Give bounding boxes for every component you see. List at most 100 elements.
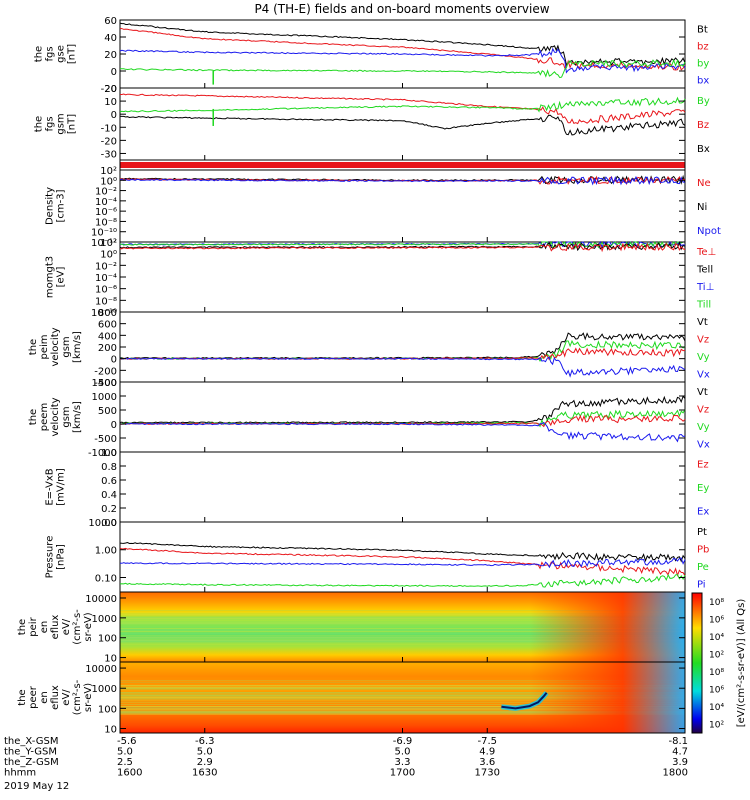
panel-pressure: 10.00 1.00 0.10 Pressure[nPa] Pt Pb Pe Pi (45, 518, 709, 593)
fgs-gsm-ytick-label: -20 (101, 136, 117, 147)
fgs-gse-legend-Bt: Bt (697, 25, 708, 36)
ion-spectrogram-ytick-label: 10000 (85, 594, 117, 605)
ephemeris-value: -5.6 (117, 736, 137, 747)
temperature-ytick-label: 10⁻⁸ (95, 296, 117, 307)
ephemeris-value: 3.9 (672, 757, 688, 768)
colorbar-tick-label: 10⁶ (709, 686, 724, 696)
ion-velocity-ytick-label: 600 (98, 320, 117, 331)
ion-velocity-ytick-label: 200 (98, 343, 117, 354)
ephemeris-label: the_X-GSM (4, 736, 58, 747)
ephemeris-value: 5.0 (395, 747, 411, 758)
panel-flag-band (119, 159, 686, 171)
fgs-gse-ytick-label: 40 (104, 33, 117, 44)
ephemeris-value: -6.9 (393, 736, 413, 747)
efield-ytick-label: 1.0 (101, 448, 117, 459)
fgs-gse-legend-bz: bz (697, 42, 709, 53)
ephemeris-value: -7.5 (477, 736, 497, 747)
electron-spectrogram-dispersion-core (501, 692, 548, 710)
fgs-gsm-series-red (120, 93, 686, 125)
colorbar-tick-label: 10⁸ (709, 668, 724, 678)
colorbar-tick-label: 10⁶ (709, 616, 724, 626)
temperature-ytick-label: 10⁰ (100, 250, 117, 261)
electron-velocity-series-red (119, 414, 686, 428)
fgs-gse-legend-by: by (697, 59, 709, 70)
density-ytick-label: 10⁻² (95, 187, 117, 198)
fgs-gsm-frame (119, 87, 686, 161)
ion-velocity-ytick-label: -200 (94, 366, 117, 377)
fgs-gse-series-green (120, 58, 686, 79)
ion-spectrogram-ytick-label: 100 (98, 634, 117, 645)
ephemeris-label: the_Y-GSM (4, 747, 57, 758)
density-legend-Ne: Ne (697, 178, 711, 189)
panel-ion-spectrogram: 10000 1000 100 10 thepeirenefluxeV/(cm²-s-sr… (17, 591, 686, 665)
electron-velocity-series-blue (119, 421, 686, 443)
ion-spectrogram-ylabel: thepeirenefluxeV/(cm²-s-sr-eV) (17, 609, 94, 645)
density-legend-Npot: Npot (697, 226, 721, 237)
ephemeris-value: 2.9 (197, 757, 213, 768)
panel-electron-velocity: 1500 1000 500 0 -500 -1000 thepeemvelocitygsm[… (28, 378, 710, 459)
pressure-series-red (119, 547, 686, 577)
ephemeris-value: 1800 (663, 768, 688, 779)
fgs-gsm-ytick-label: 20 (104, 84, 117, 95)
colorbar: 10⁸ 10⁶ 10⁴ 10² 10⁸ 10⁶ 10⁴ 10² [eV/(cm²-s-sr-eV… (691, 592, 747, 734)
electron-velocity-ylabel: thepeemvelocitygsm[km/s] (28, 397, 83, 436)
temperature-series-green (119, 240, 685, 249)
fgs-gse-ytick-label: 20 (104, 50, 117, 61)
ephemeris-label: hhmm (4, 768, 36, 779)
ion-velocity-legend-Vx: Vx (697, 369, 710, 380)
density-ytick-label: 10⁻¹² (91, 238, 117, 249)
efield-ytick-label: 0.8 (101, 462, 117, 473)
ephemeris-value: 5.0 (117, 747, 133, 758)
ion-spectrogram-ytick-label: 10 (104, 654, 117, 665)
efield-ytick-label: 0.2 (101, 504, 117, 515)
electron-spectrogram-ytick-label: 100 (98, 704, 117, 715)
flag-band-frame (119, 159, 686, 171)
date-label: 2019 May 12 (4, 781, 69, 792)
electron-velocity-ytick-label: 1000 (92, 392, 117, 403)
temperature-ytick-label: 10⁻² (95, 261, 117, 272)
electron-velocity-ytick-label: 500 (98, 406, 117, 417)
electron-spectrogram-ylabel: thepeerenefluxeV/(cm²-s-sr-eV) (17, 679, 94, 715)
fgs-gsm-ytick-label: -30 (101, 149, 117, 160)
ephemeris-value: 3.3 (395, 757, 411, 768)
efield-ylabel: E=-VxB[mV/m] (45, 468, 67, 506)
electron-spectrogram-storm-region (529, 662, 685, 733)
colorbar-tick-label: 10² (709, 651, 724, 661)
electron-spectrogram-ytick-label: 10 (104, 725, 117, 736)
pressure-ytick-label: 1.00 (95, 546, 117, 557)
pressure-legend-Pb: Pb (697, 544, 709, 555)
fgs-gse-series-black (119, 22, 686, 67)
fgs-gse-legend-bx: bx (697, 76, 709, 87)
fgs-gsm-ytick-label: 0 (111, 110, 117, 121)
pressure-series-blue (119, 557, 686, 569)
pressure-series-green (119, 573, 686, 588)
electron-spectrogram-ytick-label: 10000 (85, 664, 117, 675)
flag-band-fill (120, 162, 685, 168)
fgs-gse-ytick-label: 60 (104, 16, 117, 27)
ephemeris-value: 1630 (192, 768, 217, 779)
temperature-ytick-label: 10⁻¹⁰ (91, 308, 117, 319)
density-ytick-label: 10⁻¹⁰ (91, 228, 117, 239)
pressure-legend-Pt: Pt (697, 527, 707, 538)
temperature-legend-Te⊥: Te⊥ (696, 247, 716, 258)
electron-velocity-ytick-label: -1000 (88, 448, 117, 459)
electron-velocity-frame (119, 381, 686, 453)
fgs-gsm-legend-Bz: Bz (697, 120, 709, 131)
fgs-gsm-ytick-label: -10 (101, 123, 117, 134)
ephemeris-label: the_Z-GSM (4, 757, 59, 768)
pressure-series-black (119, 541, 686, 563)
fgs-gse-ytick-label: -20 (101, 84, 117, 95)
ephemeris-value: 5.0 (197, 747, 213, 758)
ion-velocity-series-blue (119, 356, 686, 378)
panel-density: 10²10⁰10⁻²10⁻⁴10⁻⁶10⁻⁸10⁻¹⁰10⁻¹²Density[… (45, 166, 721, 249)
density-ytick-label: 10⁻⁸ (95, 217, 117, 228)
density-legend-Ni: Ni (697, 202, 707, 213)
temperature-legend-Till: Till (696, 299, 711, 310)
colorbar-frame (691, 592, 703, 734)
ephemeris-value: 1700 (390, 768, 415, 779)
ephemeris-value: 2.5 (117, 757, 133, 768)
ion-velocity-legend-Vt: Vt (697, 317, 708, 328)
ion-velocity-ytick-label: 0 (111, 355, 117, 366)
temperature-ytick-label: 10⁻⁶ (95, 285, 117, 296)
